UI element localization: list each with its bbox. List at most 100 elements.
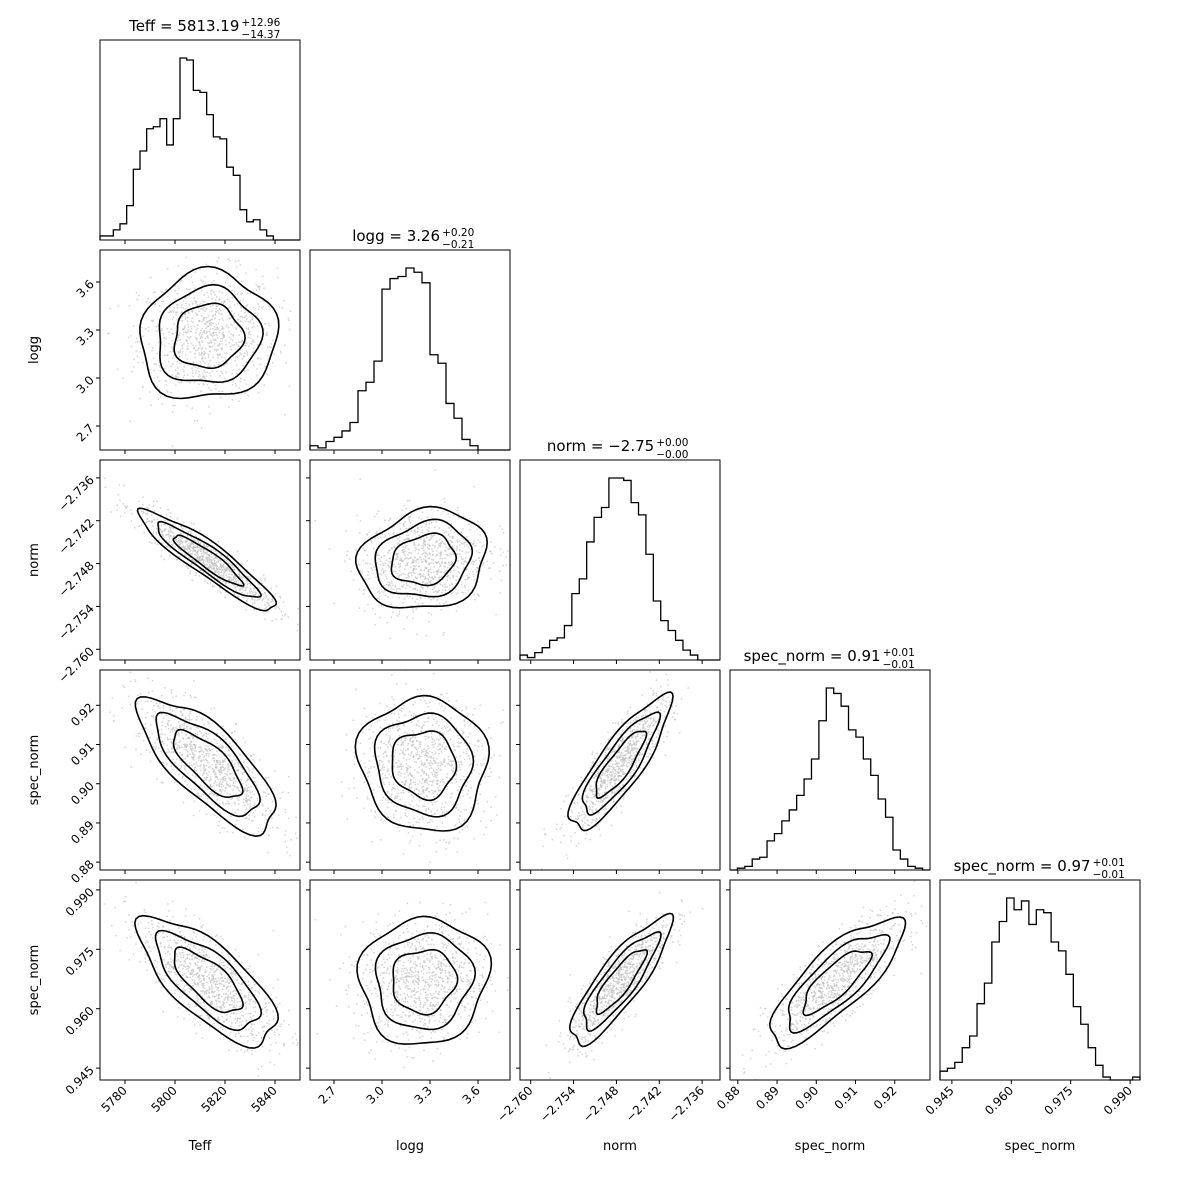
sample-point <box>411 597 414 600</box>
sample-point <box>135 337 138 340</box>
sample-point <box>193 523 195 525</box>
sample-point <box>450 529 453 532</box>
sample-point <box>183 743 186 746</box>
sample-point <box>255 592 258 595</box>
hist-title-4: spec_norm = 0.97 +0.01−0.01 <box>954 857 1125 881</box>
sample-point <box>171 363 174 366</box>
sample-point <box>438 602 441 605</box>
sample-point <box>169 554 171 557</box>
sample-point <box>196 793 199 795</box>
sample-point <box>419 755 422 758</box>
sample-point <box>236 579 239 582</box>
sample-point <box>340 781 343 783</box>
sample-point <box>145 300 148 303</box>
sample-point <box>431 744 434 746</box>
sample-point <box>212 339 215 342</box>
sample-point <box>439 555 442 558</box>
sample-point <box>463 584 466 587</box>
sample-point <box>407 742 410 745</box>
sample-point <box>160 395 162 398</box>
sample-point <box>252 759 254 761</box>
sample-point <box>480 764 483 767</box>
sample-point <box>431 763 434 765</box>
sample-point <box>184 545 187 548</box>
sample-point <box>169 712 172 714</box>
sample-point <box>171 339 173 342</box>
sample-point <box>502 709 504 712</box>
sample-point <box>423 569 425 572</box>
sample-point <box>382 591 384 593</box>
sample-point <box>468 573 471 575</box>
sample-point <box>214 317 216 320</box>
sample-point <box>399 798 401 801</box>
sample-point <box>401 549 404 552</box>
sample-point <box>446 579 449 582</box>
sample-point <box>202 572 205 574</box>
sample-point <box>140 510 143 513</box>
sample-point <box>208 350 211 353</box>
hist-step-3 <box>730 687 930 871</box>
sample-point <box>219 374 222 377</box>
sample-point <box>252 322 255 325</box>
sample-point <box>440 551 442 554</box>
sample-point <box>284 613 287 615</box>
sample-point <box>420 547 423 550</box>
sample-point <box>364 766 367 769</box>
sample-point <box>378 598 381 601</box>
sample-point <box>437 568 440 571</box>
sample-point <box>157 364 160 367</box>
sample-point <box>190 309 193 312</box>
sample-point <box>248 769 251 772</box>
sample-point <box>433 759 436 762</box>
sample-point <box>177 350 180 353</box>
sample-point <box>88 304 90 306</box>
sample-point <box>172 348 174 351</box>
sample-point <box>379 573 382 575</box>
sample-point <box>181 761 183 764</box>
sample-point <box>192 232 194 234</box>
sample-point <box>110 511 112 513</box>
sample-point <box>448 561 450 564</box>
sample-point <box>237 770 240 772</box>
sample-point <box>235 581 238 583</box>
sample-point <box>137 361 140 364</box>
sample-point <box>438 589 441 592</box>
sample-point <box>153 518 156 521</box>
sample-point <box>167 529 170 532</box>
sample-point <box>212 382 215 385</box>
sample-point <box>385 704 387 707</box>
sample-point <box>206 737 209 740</box>
sample-point <box>197 367 199 370</box>
sample-point <box>174 369 177 372</box>
sample-point <box>437 570 439 573</box>
sample-point <box>249 319 252 322</box>
sample-point <box>384 751 386 754</box>
contour-level-3 <box>172 534 245 587</box>
sample-point <box>145 749 148 751</box>
sample-point <box>220 574 223 577</box>
sample-point <box>364 589 367 591</box>
sample-point <box>184 307 187 310</box>
sample-point <box>420 526 423 528</box>
sample-point <box>211 297 214 300</box>
sample-point <box>187 551 190 554</box>
sample-point <box>371 607 374 610</box>
sample-point <box>206 561 209 563</box>
sample-point <box>408 842 411 844</box>
sample-point <box>136 355 139 358</box>
sample-point <box>246 795 248 798</box>
sample-point <box>370 567 373 569</box>
sample-point <box>387 769 390 772</box>
sample-point <box>259 363 262 366</box>
sample-point <box>243 379 246 382</box>
sample-point <box>231 383 234 386</box>
sample-point <box>407 517 410 519</box>
sample-point <box>381 533 384 535</box>
sample-point <box>211 767 214 770</box>
sample-point <box>199 268 202 271</box>
sample-point <box>152 525 154 527</box>
sample-point <box>208 330 211 333</box>
sample-point <box>214 763 217 766</box>
sample-point <box>381 766 384 768</box>
sample-point <box>243 836 246 839</box>
